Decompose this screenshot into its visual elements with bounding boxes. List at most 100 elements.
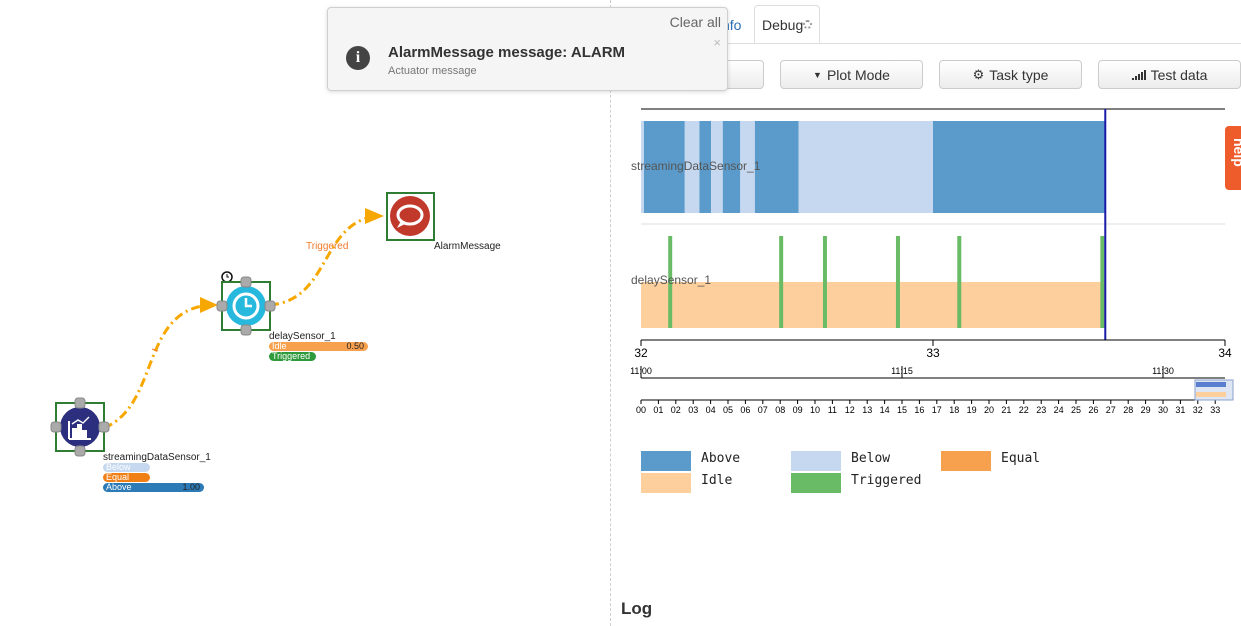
timeline-chart[interactable]: streamingDataSensor_1 delaySensor_1 32 33… bbox=[612, 100, 1241, 420]
port-handle[interactable] bbox=[240, 324, 252, 336]
state-label: Triggered bbox=[272, 351, 311, 361]
overview-minor-label: 09 bbox=[793, 405, 803, 415]
test-data-button[interactable]: Test data bbox=[1098, 60, 1241, 89]
x-tick-label: 32 bbox=[634, 346, 648, 360]
help-tab[interactable]: help bbox=[1225, 126, 1241, 190]
legend-swatch-below bbox=[791, 451, 841, 471]
overview-minor-label: 01 bbox=[653, 405, 663, 415]
overview-minor-label: 03 bbox=[688, 405, 698, 415]
trigger-mark bbox=[895, 236, 900, 328]
node-label: delaySensor_1 bbox=[269, 331, 336, 342]
node-delay-sensor[interactable] bbox=[216, 271, 276, 336]
task-type-button[interactable]: ⚙ Task type bbox=[939, 60, 1082, 89]
overview-major-label: 11:15 bbox=[891, 366, 913, 376]
overview-minor-label: 19 bbox=[967, 405, 977, 415]
edge-sensor-to-delay[interactable] bbox=[103, 303, 211, 430]
port-handle[interactable] bbox=[74, 397, 86, 409]
clear-all-button[interactable]: Clear all bbox=[669, 14, 721, 30]
edge-delay-to-alarm[interactable] bbox=[269, 214, 376, 307]
overview-minor-label: 27 bbox=[1106, 405, 1116, 415]
state-label: Below bbox=[106, 462, 131, 472]
overview-minor-label: 17 bbox=[932, 405, 942, 415]
speech-bubble-icon bbox=[396, 204, 424, 228]
node-label: streamingDataSensor_1 bbox=[103, 452, 211, 463]
legend-label: Above bbox=[701, 451, 741, 466]
state-pill-below: Below bbox=[103, 463, 150, 472]
log-heading: Log bbox=[621, 599, 653, 618]
overview-minor-label: 14 bbox=[880, 405, 890, 415]
overview-minor-label: 02 bbox=[671, 405, 681, 415]
overview-minor-label: 15 bbox=[897, 405, 907, 415]
overview-brush[interactable] bbox=[1194, 379, 1234, 401]
tab-debug[interactable]: Debug bbox=[754, 5, 820, 43]
overview-minor-label: 33 bbox=[1210, 405, 1220, 415]
overview-minor-label: 25 bbox=[1071, 405, 1081, 415]
segment-above bbox=[643, 121, 685, 213]
overview-minor-label: 12 bbox=[845, 405, 855, 415]
segment-above bbox=[933, 121, 1106, 213]
trigger-mark bbox=[668, 236, 673, 328]
overview-minor-label: 29 bbox=[1141, 405, 1151, 415]
notification-subtitle: Actuator message bbox=[388, 65, 477, 77]
overview-major-label: 11:00 bbox=[630, 366, 652, 376]
overview-minor-label: 08 bbox=[775, 405, 785, 415]
overview-minor-label: 11 bbox=[828, 405, 837, 415]
port-handle[interactable] bbox=[216, 300, 228, 312]
overview-minor-label: 30 bbox=[1158, 405, 1168, 415]
trigger-mark bbox=[779, 236, 784, 328]
legend-label: Triggered bbox=[851, 473, 922, 488]
plot-mode-button[interactable]: ▼ Plot Mode bbox=[780, 60, 923, 89]
segment-above bbox=[699, 121, 712, 213]
overview-minor-label: 18 bbox=[949, 405, 959, 415]
state-value: 1.00 bbox=[182, 482, 200, 492]
edge-arrowhead bbox=[200, 297, 218, 313]
port-handle[interactable] bbox=[98, 421, 110, 433]
segment-below bbox=[684, 121, 700, 213]
overview-minor-label: 31 bbox=[1175, 405, 1185, 415]
node-streaming-data-sensor[interactable] bbox=[50, 397, 110, 457]
x-tick-label: 33 bbox=[926, 346, 940, 360]
edge-arrowhead bbox=[365, 208, 384, 224]
tab-label: Debug bbox=[762, 17, 804, 33]
state-label: Above bbox=[106, 482, 132, 492]
overview-minor-label: 28 bbox=[1123, 405, 1133, 415]
legend-swatch-equal bbox=[941, 451, 991, 471]
panel-divider[interactable] bbox=[610, 0, 611, 626]
state-label: Idle bbox=[272, 341, 287, 351]
state-pill-triggered: Triggered bbox=[269, 352, 316, 361]
segment-below bbox=[740, 121, 755, 213]
legend-label: Equal bbox=[1001, 451, 1041, 466]
overview-major-label: 11:30 bbox=[1152, 366, 1174, 376]
port-handle[interactable] bbox=[50, 421, 62, 433]
close-icon[interactable]: × bbox=[713, 35, 721, 50]
legend-swatch-triggered bbox=[791, 473, 841, 493]
segment-below bbox=[798, 121, 933, 213]
overview-minor-label: 22 bbox=[1019, 405, 1029, 415]
node-label: AlarmMessage bbox=[434, 241, 501, 252]
overview-minor-label: 05 bbox=[723, 405, 733, 415]
overview-minor-label: 10 bbox=[810, 405, 820, 415]
segment-above bbox=[754, 121, 799, 213]
port-handle[interactable] bbox=[264, 300, 276, 312]
notification-popup: Clear all × i AlarmMessage message: ALAR… bbox=[327, 7, 728, 91]
notification-title: AlarmMessage message: ALARM bbox=[388, 44, 626, 61]
legend-swatch-idle bbox=[641, 473, 691, 493]
port-handle[interactable] bbox=[240, 276, 252, 288]
info-icon: i bbox=[346, 46, 370, 70]
state-label: Equal bbox=[106, 472, 130, 482]
segment-above bbox=[722, 121, 741, 213]
state-pill-idle: Idle 0.50 bbox=[269, 342, 368, 351]
state-value: 0.50 bbox=[346, 341, 364, 351]
legend-label: Idle bbox=[701, 473, 733, 488]
button-label: Plot Mode bbox=[826, 66, 890, 83]
overview-minor-label: 32 bbox=[1193, 405, 1203, 415]
signal-bars-icon bbox=[1131, 69, 1146, 80]
button-label: Task type bbox=[989, 66, 1049, 83]
workflow-canvas[interactable]: Triggered bbox=[0, 0, 610, 626]
overview-minor-label: 23 bbox=[1036, 405, 1046, 415]
overview-minor-label: 00 bbox=[636, 405, 646, 415]
overview-minor-label: 20 bbox=[984, 405, 994, 415]
x-tick-label: 34 bbox=[1218, 346, 1232, 360]
port-handle[interactable] bbox=[74, 445, 86, 457]
node-alarm-message[interactable] bbox=[386, 192, 435, 241]
